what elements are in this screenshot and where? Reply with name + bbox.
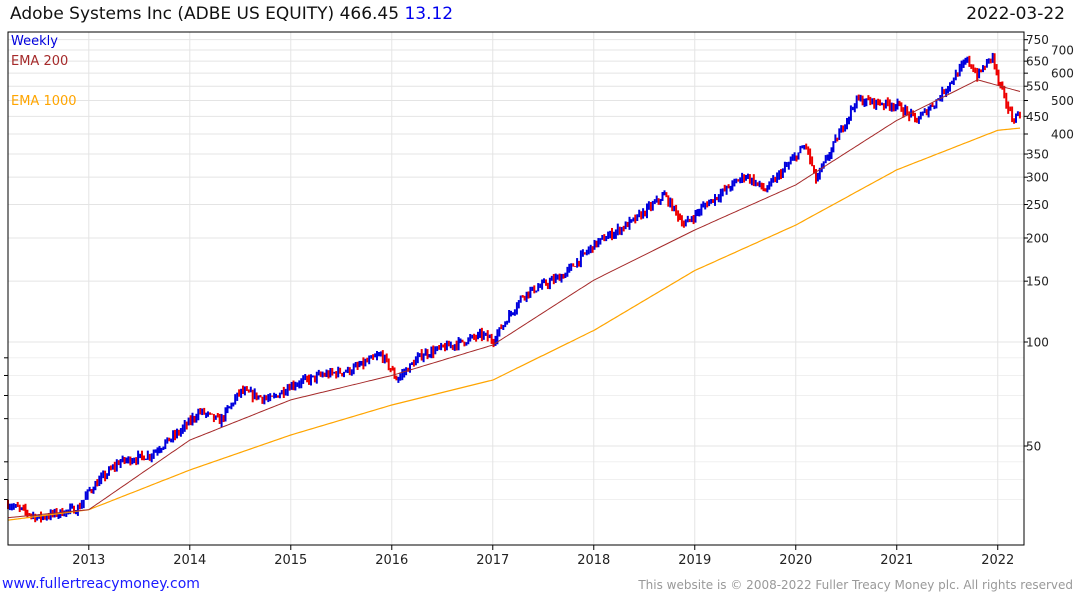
y-tick-label: 700 (1051, 44, 1074, 58)
x-tick-label: 2015 (274, 553, 307, 568)
y-tick-label: 750 (1026, 33, 1049, 47)
copyright: This website is © 2008-2022 Fuller Treac… (638, 578, 1073, 592)
x-tick-label: 2021 (880, 553, 913, 568)
x-tick-label: 2016 (375, 553, 408, 568)
ema-1000-line (7, 127, 1021, 521)
y-tick-label: 500 (1051, 94, 1074, 108)
site-link[interactable]: www.fullertreacymoney.com (2, 576, 200, 592)
y-tick-label: 200 (1026, 232, 1049, 246)
last-price: 466.45 (339, 4, 400, 24)
security-name: Adobe Systems Inc (ADBE US EQUITY) (10, 4, 335, 24)
chart-title: Adobe Systems Inc (ADBE US EQUITY) 466.4… (10, 4, 453, 24)
y-tick-label: 350 (1026, 148, 1049, 162)
y-tick-label: 150 (1026, 275, 1049, 289)
x-tick-label: 2017 (476, 553, 509, 568)
price-change: 13.12 (404, 4, 454, 24)
y-tick-label: 650 (1026, 55, 1049, 69)
y-tick-label: 400 (1051, 128, 1074, 142)
y-tick-label: 300 (1026, 171, 1049, 185)
x-tick-label: 2014 (173, 553, 206, 568)
legend-weekly: Weekly (11, 34, 58, 49)
plot-frame (7, 31, 1025, 546)
y-tick-label: 250 (1026, 198, 1049, 212)
x-tick-label: 2020 (779, 553, 812, 568)
legend-ema1000: EMA 1000 (11, 94, 77, 109)
legend-ema200: EMA 200 (11, 54, 68, 69)
y-tick-label: 50 (1026, 440, 1041, 454)
grid (8, 32, 1024, 545)
x-tick-label: 2019 (678, 553, 711, 568)
y-tick-label: 600 (1051, 67, 1074, 81)
y-tick-label: 100 (1026, 336, 1049, 350)
x-axis: 2013 2014 2015 2016 2017 2018 2019 2020 2021 2022 (72, 545, 1014, 568)
x-tick-label: 2018 (577, 553, 610, 568)
chart-date: 2022-03-22 (966, 4, 1065, 24)
y-tick-label: 550 (1026, 80, 1049, 94)
ema-200-line (7, 79, 1021, 519)
candles (7, 52, 1021, 523)
y-tick-label: 450 (1026, 110, 1049, 124)
x-tick-label: 2013 (72, 553, 105, 568)
x-tick-label: 2022 (981, 553, 1014, 568)
